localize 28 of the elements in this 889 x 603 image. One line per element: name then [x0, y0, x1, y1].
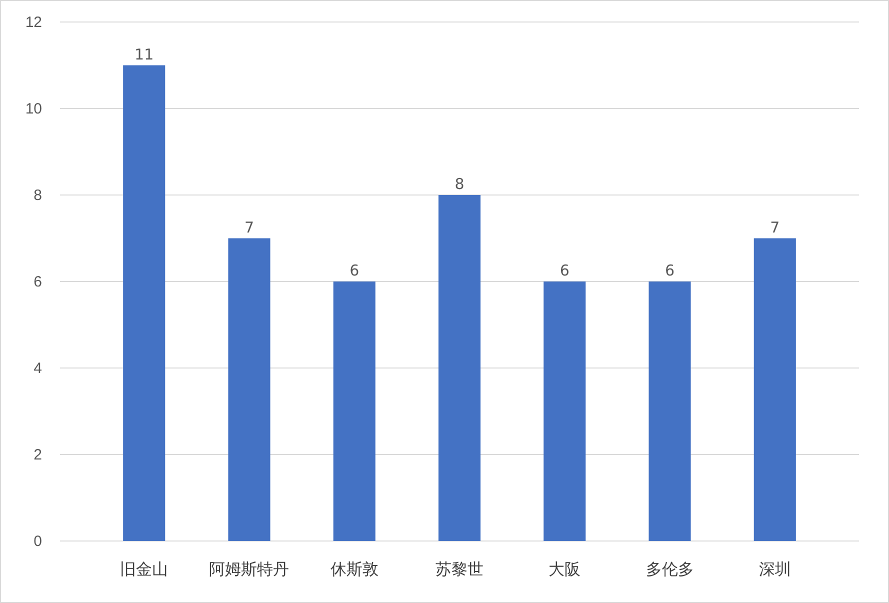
x-tick-label: 大阪: [548, 560, 581, 578]
y-tick-label: 4: [34, 360, 42, 377]
y-tick-label: 12: [25, 14, 42, 31]
y-tick-label: 8: [34, 186, 42, 204]
data-label: 6: [560, 262, 570, 280]
bar: [438, 195, 481, 541]
x-tick-label: 多伦多: [646, 560, 694, 578]
x-tick-label: 休斯敦: [330, 560, 378, 578]
y-tick-label: 2: [34, 446, 42, 464]
data-label: 11: [134, 45, 154, 64]
bar: [333, 282, 376, 541]
x-tick-label: 深圳: [758, 560, 791, 578]
data-label: 6: [350, 262, 360, 280]
bar: [123, 65, 166, 541]
y-tick-label: 0: [34, 532, 42, 550]
y-tick-label: 10: [25, 100, 42, 118]
data-label: 7: [244, 218, 254, 236]
bar: [754, 238, 796, 541]
y-tick-label: 6: [34, 273, 42, 290]
data-label: 8: [454, 175, 464, 193]
bar: [648, 282, 691, 541]
bar: [544, 282, 586, 541]
data-label: 7: [770, 218, 780, 236]
bar: [228, 238, 270, 541]
x-tick-label: 旧金山: [120, 560, 168, 578]
x-tick-label: 阿姆斯特丹: [209, 560, 290, 578]
data-label: 6: [664, 262, 675, 280]
x-tick-label: 苏黎世: [436, 560, 484, 578]
